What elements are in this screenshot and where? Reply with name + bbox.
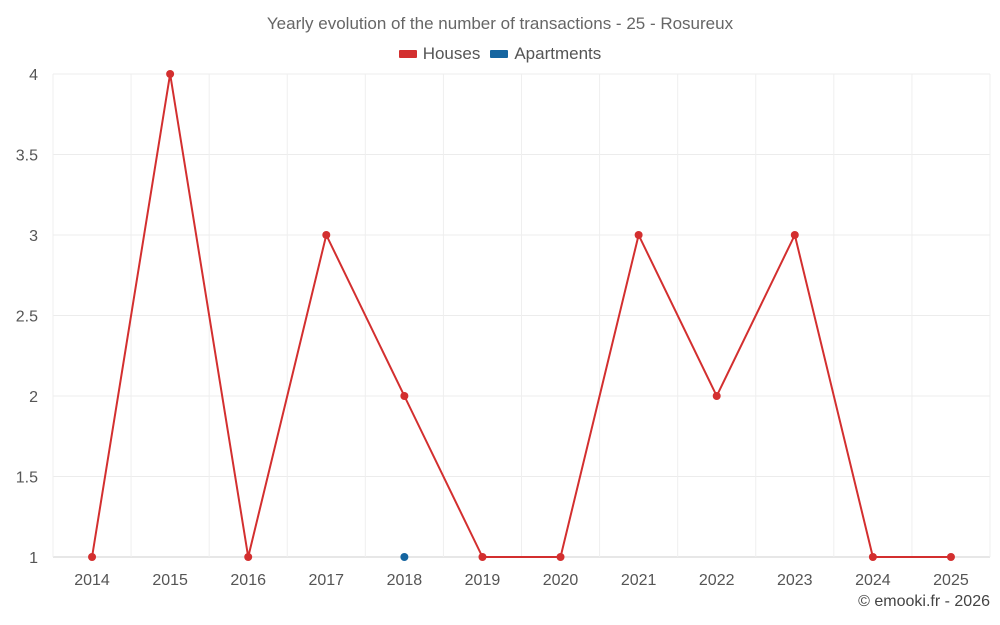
data-point-houses bbox=[712, 392, 721, 400]
data-point-houses bbox=[244, 553, 253, 561]
data-point-houses bbox=[946, 553, 955, 561]
data-point-houses bbox=[556, 553, 565, 561]
x-tick-label: 2014 bbox=[74, 572, 110, 589]
x-tick-label: 2016 bbox=[230, 572, 266, 589]
y-tick-label: 3.5 bbox=[16, 148, 38, 165]
x-tick-label: 2021 bbox=[621, 572, 657, 589]
data-point-houses bbox=[478, 553, 487, 561]
y-tick-label: 2 bbox=[29, 389, 38, 406]
data-point-houses bbox=[868, 553, 877, 561]
data-point-houses bbox=[322, 231, 331, 239]
y-tick-label: 1.5 bbox=[16, 470, 38, 487]
legend: Houses Apartments bbox=[0, 44, 1000, 64]
legend-label-apartments: Apartments bbox=[514, 44, 602, 63]
legend-item-apartments[interactable]: Apartments bbox=[490, 44, 601, 64]
legend-item-houses[interactable]: Houses bbox=[398, 44, 481, 64]
y-tick-label: 1 bbox=[29, 550, 38, 567]
x-tick-label: 2024 bbox=[855, 572, 891, 589]
series-line-houses bbox=[91, 73, 951, 558]
x-tick-label: 2015 bbox=[152, 572, 188, 589]
x-tick-label: 2022 bbox=[699, 572, 735, 589]
y-tick-label: 3 bbox=[29, 228, 38, 245]
legend-swatch-houses bbox=[398, 50, 417, 58]
x-tick-label: 2025 bbox=[933, 572, 969, 589]
data-point-houses bbox=[88, 553, 97, 561]
x-tick-label: 2017 bbox=[308, 572, 344, 589]
x-tick-label: 2018 bbox=[387, 572, 423, 589]
chart-title: Yearly evolution of the number of transa… bbox=[266, 14, 734, 33]
x-tick-label: 2019 bbox=[465, 572, 501, 589]
y-tick-label: 2.5 bbox=[16, 309, 38, 326]
data-point-apartments bbox=[400, 553, 409, 561]
data-point-houses bbox=[790, 231, 799, 239]
data-point-houses bbox=[634, 231, 643, 239]
data-point-houses bbox=[166, 70, 175, 78]
y-tick-label: 4 bbox=[29, 67, 38, 84]
copyright-text: © emooki.fr - 2026 bbox=[858, 593, 990, 610]
legend-label-houses: Houses bbox=[422, 44, 481, 63]
x-tick-label: 2023 bbox=[777, 572, 813, 589]
x-tick-label: 2020 bbox=[543, 572, 579, 589]
legend-swatch-apartments bbox=[490, 50, 509, 58]
data-point-houses bbox=[400, 392, 409, 400]
